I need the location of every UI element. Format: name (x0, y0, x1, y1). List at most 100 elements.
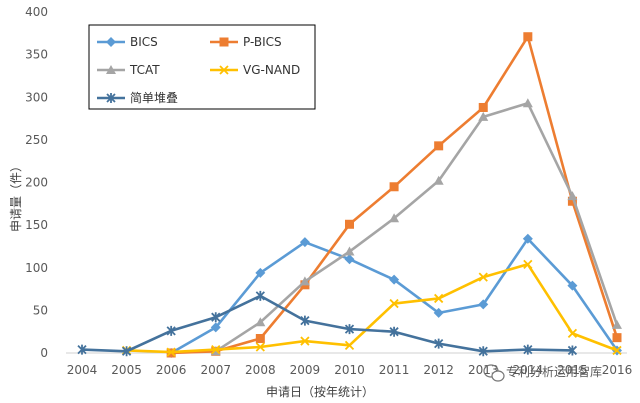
data-point (434, 293, 444, 304)
data-point (389, 326, 399, 337)
series-3 (210, 98, 622, 356)
y-axis-title: 申请量（件） (9, 160, 23, 232)
legend-item: VG-NAND (210, 63, 300, 77)
data-point (567, 196, 577, 206)
data-point (612, 345, 622, 356)
legend-item: P-BICS (210, 35, 282, 49)
x-tick-label: 2013 (468, 363, 499, 377)
series-layer (77, 32, 622, 358)
data-point (300, 315, 310, 326)
data-point (612, 319, 622, 329)
legend-label: BICS (130, 35, 158, 49)
y-axis-ticks: 0 50 100 150 200 250 300 350 400 (25, 5, 48, 360)
legend-label: 简单堆叠 (130, 91, 178, 105)
series-4 (121, 259, 622, 357)
y-tick-label: 400 (25, 5, 48, 19)
data-point (389, 298, 399, 309)
x-tick-label: 2007 (200, 363, 231, 377)
data-point (567, 191, 578, 201)
data-point (166, 347, 176, 357)
watermark-text: 专利分析运用智库 (506, 364, 602, 379)
series-5 (77, 290, 578, 357)
data-point (300, 336, 310, 346)
x-tick-label: 2016 (602, 363, 633, 377)
data-point (299, 237, 310, 248)
data-point (344, 254, 355, 265)
legend-label: TCAT (129, 63, 160, 77)
y-tick-label: 200 (25, 176, 48, 190)
x-tick-label: 2014 (513, 363, 544, 377)
data-point (523, 32, 533, 42)
data-point (478, 102, 488, 112)
data-point (389, 213, 400, 223)
data-point (567, 280, 578, 291)
x-tick-label: 2012 (423, 363, 454, 377)
y-tick-label: 150 (25, 218, 48, 232)
series-line (81, 294, 573, 353)
wechat-icon (483, 364, 505, 382)
data-point (434, 141, 444, 151)
y-tick-label: 50 (33, 303, 48, 317)
data-point (210, 322, 221, 333)
x-tick-label: 2009 (290, 363, 321, 377)
data-point (434, 338, 444, 349)
data-point (612, 333, 622, 343)
data-point (478, 272, 488, 282)
x-tick-label: 2006 (156, 363, 187, 377)
legend-label: P-BICS (243, 35, 282, 49)
data-point (255, 317, 266, 327)
data-point (255, 334, 265, 344)
legend-item: BICS (97, 35, 158, 49)
data-point (255, 267, 266, 278)
x-tick-label: 2004 (67, 363, 98, 377)
legend-item: 简单堆叠 (97, 91, 178, 105)
data-point (478, 111, 489, 121)
data-point (433, 307, 444, 318)
y-tick-label: 100 (25, 261, 48, 275)
legend-label: VG-NAND (243, 63, 300, 77)
series-line (215, 101, 619, 353)
data-point (478, 299, 489, 310)
data-point (211, 312, 221, 323)
data-point (255, 342, 265, 352)
data-point (106, 65, 116, 74)
data-point (77, 344, 87, 355)
y-tick-label: 0 (40, 346, 48, 360)
data-point (299, 276, 310, 286)
series-2 (166, 32, 622, 358)
legend-item: TCAT (97, 63, 160, 77)
watermark: 专利分析运用智库 (483, 364, 602, 382)
data-point (478, 346, 488, 357)
x-tick-label: 2008 (245, 363, 276, 377)
x-axis-title: 申请日（按年统计） (266, 385, 374, 399)
data-point (344, 324, 355, 335)
data-point (522, 233, 533, 244)
y-tick-label: 300 (25, 90, 48, 104)
legend-box (88, 24, 316, 110)
data-point (433, 175, 444, 185)
x-tick-label: 2015 (557, 363, 588, 377)
data-point (389, 274, 400, 285)
data-point (523, 344, 533, 355)
data-point (344, 340, 355, 350)
x-tick-label: 2011 (379, 363, 410, 377)
data-point (166, 325, 176, 336)
data-point (522, 98, 533, 108)
x-tick-label: 2010 (334, 363, 365, 377)
data-point (567, 328, 578, 339)
data-point (211, 344, 221, 355)
x-axis-ticks: 2004 2005 2006 2007 2008 2009 2010 2011 2012 2013… (67, 363, 633, 377)
y-tick-label: 350 (25, 48, 48, 62)
data-point (344, 246, 355, 256)
data-point (106, 37, 116, 47)
data-point (389, 182, 399, 192)
series-line (126, 263, 618, 354)
data-point (121, 346, 132, 357)
data-point (106, 93, 116, 103)
data-point (523, 259, 533, 269)
data-point (219, 37, 229, 47)
data-point (255, 290, 265, 301)
legend: BICS P-BICS TCAT VG-NAND 简单堆叠 (88, 24, 316, 110)
data-point (345, 219, 354, 229)
